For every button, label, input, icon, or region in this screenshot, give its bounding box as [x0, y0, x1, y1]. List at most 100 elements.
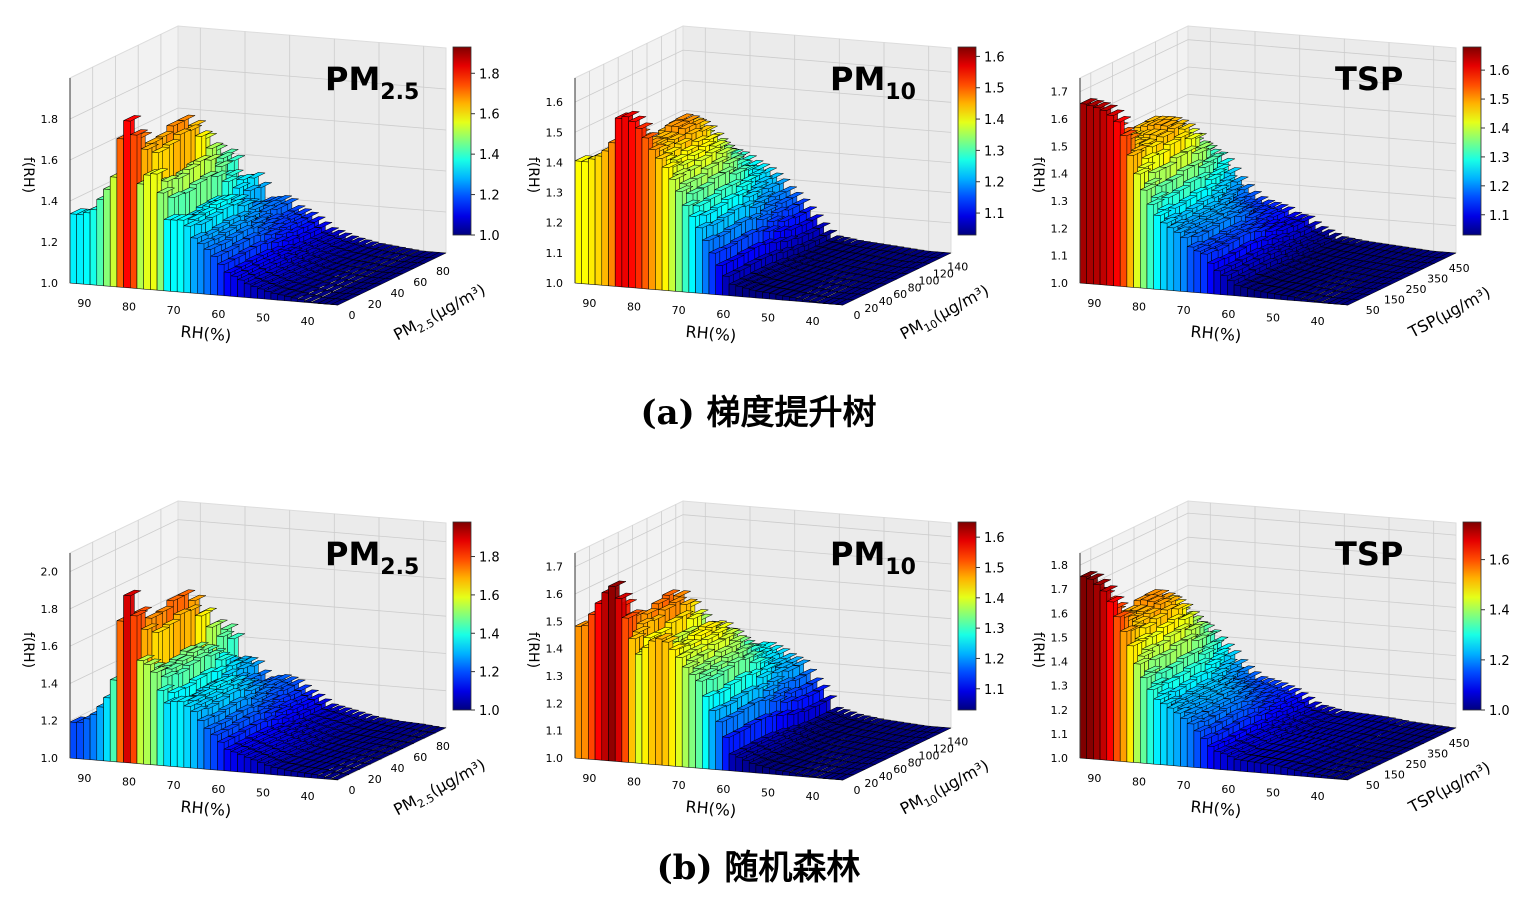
- z-tick-label: 1.4: [546, 156, 564, 169]
- surface-front: [675, 190, 683, 293]
- surface-front: [1207, 262, 1215, 295]
- colorbar-tick-label: 1.2: [1489, 180, 1510, 195]
- surface-front: [210, 255, 218, 296]
- surface-front: [304, 300, 312, 304]
- y-axis-label-unit: (μg/m³): [930, 281, 992, 326]
- surface-front: [601, 150, 609, 287]
- y-tick-label: 60: [413, 276, 427, 289]
- z-tick-label: 1.6: [546, 96, 564, 109]
- gridline: [69, 66, 447, 120]
- surface-front: [297, 299, 305, 303]
- surface-front: [270, 292, 278, 301]
- colorbar-tick-label: 1.1: [984, 207, 1005, 222]
- colorbar-tick-label: 1.2: [479, 189, 500, 204]
- surface-front: [1180, 237, 1188, 293]
- chart-svg: 1.01.21.41.61.890 80 70 60 50 40 020406080f(RH…: [20, 25, 500, 345]
- surface-front: [1247, 288, 1255, 298]
- x-axis-label: RH(%): [1190, 322, 1242, 345]
- z-tick-label: 1.3: [546, 187, 564, 200]
- surface-front: [728, 283, 737, 297]
- surface-front: [163, 219, 171, 292]
- surface-front: [183, 225, 191, 294]
- surface-front: [136, 659, 144, 765]
- panel-title-sub: 2.5: [380, 80, 419, 105]
- surface-front: [197, 719, 205, 770]
- surface-front: [243, 756, 252, 774]
- surface-front: [588, 158, 596, 285]
- gridline: [69, 519, 447, 572]
- surface-front: [715, 264, 723, 296]
- surface-front: [217, 741, 225, 771]
- x-tick-label: 90: [77, 297, 91, 310]
- surface-front: [628, 120, 636, 289]
- surface-front: [681, 204, 690, 293]
- y-axis-label-unit: (μg/m³): [426, 280, 488, 325]
- surface-front: [150, 671, 158, 766]
- z-tick-label: 1.6: [41, 154, 59, 167]
- z-axis-label: f(RH): [1030, 157, 1046, 193]
- surface-front: [1280, 295, 1288, 301]
- colorbar-tick-label: 1.3: [1489, 151, 1510, 166]
- surface-front: [237, 279, 245, 298]
- surface-front: [203, 248, 211, 295]
- x-tick-label: 80: [122, 301, 136, 314]
- surface-front: [130, 134, 138, 289]
- surface-front: [1294, 297, 1302, 302]
- colorbar-tick-label: 1.0: [479, 229, 500, 244]
- surface-front: [641, 137, 649, 290]
- colorbar: [1462, 46, 1482, 236]
- surface-front: [109, 679, 118, 763]
- colorbar-tick-label: 1.6: [1489, 64, 1510, 79]
- gridline: [69, 593, 447, 647]
- chart-a-pm10: 1.0 1.1 1.2 1.3 1.4 1.5 1.6 90 80 70 60 50 40 0 20 40 60…: [505, 15, 1010, 350]
- surface-front: [1140, 189, 1148, 289]
- x-tick-label: 90: [582, 297, 596, 310]
- surface-front: [143, 663, 151, 765]
- surface-front: [782, 295, 790, 301]
- surface-front: [190, 237, 198, 294]
- panel-title-main: PM: [325, 60, 380, 98]
- surface-front: [170, 701, 178, 768]
- surface-front: [197, 243, 205, 295]
- y-tick-label: 100: [919, 274, 940, 287]
- surface-front: [123, 120, 131, 289]
- z-tick-label: 1.1: [546, 247, 564, 260]
- colorbar-tick-label: 1.5: [984, 82, 1005, 97]
- surface-front: [1227, 280, 1235, 296]
- surface-front: [136, 183, 144, 290]
- y-tick-label: 40: [390, 287, 404, 300]
- surface-front: [795, 298, 804, 302]
- surface-front: [1146, 203, 1154, 290]
- surface-front: [190, 711, 198, 769]
- surface-front: [769, 293, 777, 300]
- surface-front: [1307, 299, 1315, 303]
- surface-front: [695, 227, 703, 294]
- x-tick-label: 50: [256, 312, 270, 325]
- x-axis-label: RH(%): [685, 322, 737, 345]
- surface-front: [150, 173, 158, 291]
- surface-front: [748, 289, 757, 299]
- surface-front: [143, 174, 151, 290]
- surface-front: [290, 297, 299, 302]
- y-tick-label: 150: [1384, 293, 1405, 306]
- z-tick-label: 1.5: [546, 126, 564, 139]
- surface-front: [89, 209, 98, 286]
- panel-title-main: TSP: [1335, 60, 1403, 98]
- surface-front: [230, 751, 238, 773]
- x-tick-label: 70: [672, 304, 686, 317]
- z-axis-label: f(RH): [20, 157, 36, 193]
- surface-front: [250, 286, 258, 299]
- surface-front: [83, 212, 91, 285]
- surface-front: [1160, 222, 1168, 291]
- surface-front: [96, 706, 104, 762]
- x-tick-label: 60: [1221, 308, 1235, 321]
- surface-front: [210, 734, 218, 771]
- surface-front: [1166, 227, 1175, 291]
- surface-front: [217, 263, 225, 296]
- surface-front: [1126, 154, 1134, 288]
- surface-front: [836, 304, 844, 306]
- surface-front: [1093, 107, 1101, 285]
- chart-a-pm25: 1.0 1.2 1.4 1.6 1.8 90 80 70 60 50 40 0 20 40 60 80 f(RH…: [0, 15, 505, 350]
- z-tick-label: 1.2: [41, 236, 59, 249]
- surface-front: [1240, 286, 1248, 298]
